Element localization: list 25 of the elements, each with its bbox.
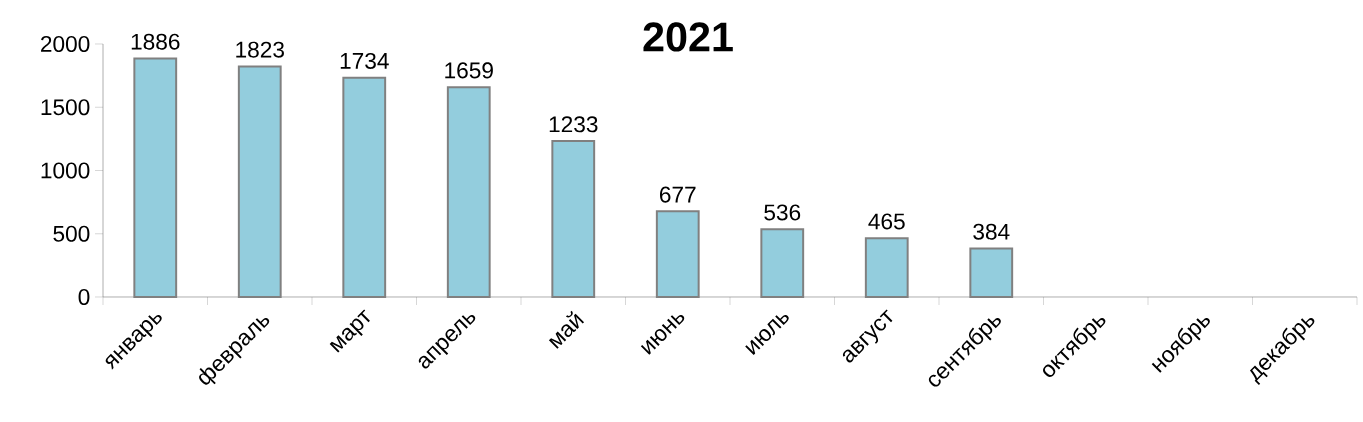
bar [446,86,491,298]
y-tick-label: 2000 [41,35,90,53]
data-label: 536 [764,204,801,221]
data-label: 384 [973,223,1010,240]
data-label: 1823 [236,41,284,58]
bar [760,228,805,298]
bar [551,140,596,298]
y-tick-label: 500 [53,225,90,242]
y-tick-label: 0 [78,288,90,306]
bar [969,247,1014,298]
y-tick-label: 1000 [41,162,90,179]
chart-title: 2021 [643,22,733,52]
bar [133,57,178,298]
bar [655,210,700,298]
data-label: 1734 [340,52,389,69]
data-label: 1659 [445,62,493,79]
data-label: 677 [660,186,696,203]
x-tick-label: май [548,310,585,349]
bar [237,65,282,298]
data-label: 1233 [549,116,598,133]
data-label: 1886 [131,33,180,50]
data-label: 465 [868,213,905,230]
bar [342,76,387,298]
bar [864,237,909,298]
y-tick-label: 1500 [41,99,90,116]
